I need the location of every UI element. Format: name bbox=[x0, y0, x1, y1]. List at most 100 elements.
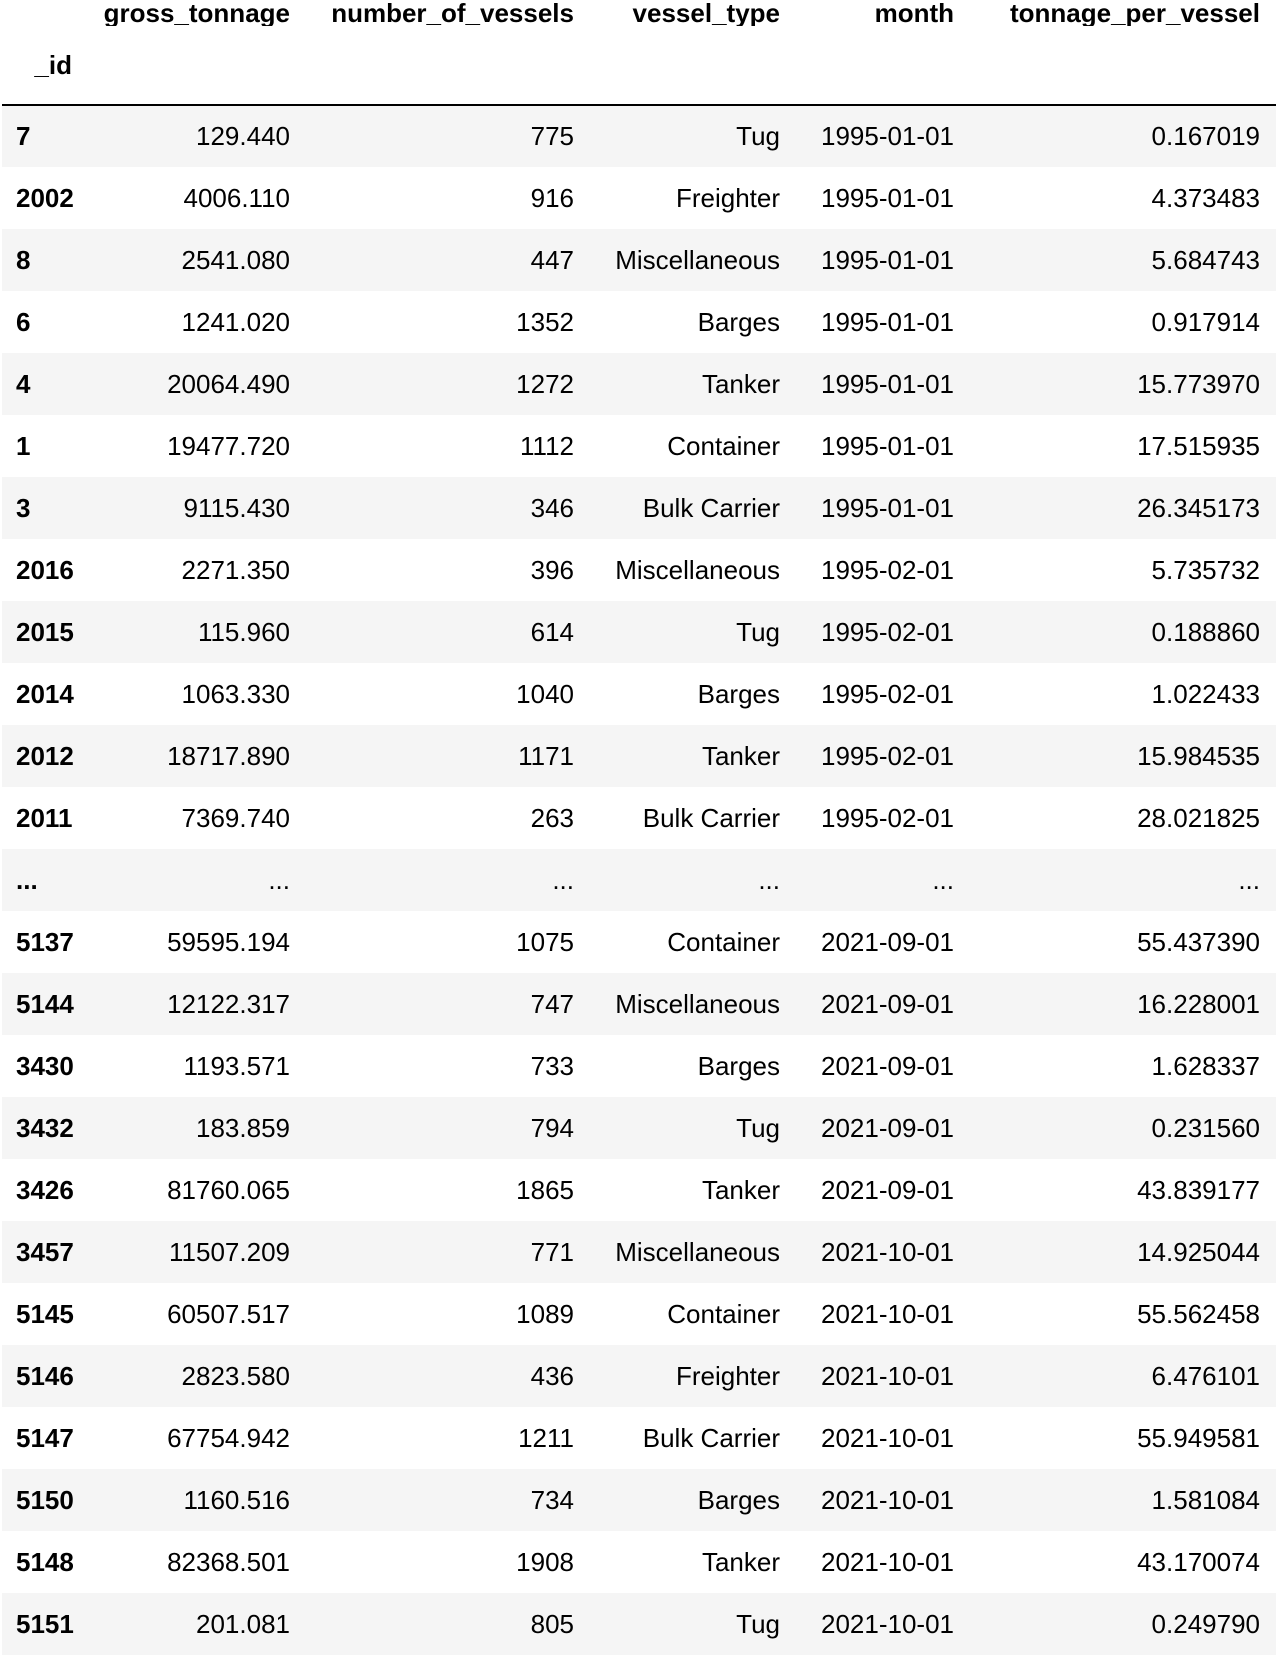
tonnage-per-vessel-cell: 28.021825 bbox=[1137, 802, 1260, 833]
number-of-vessels-cell: 614 bbox=[530, 616, 574, 647]
vessel-type-cell: Tug bbox=[736, 616, 780, 647]
vessel-type-cell: Tug bbox=[736, 1112, 780, 1143]
tonnage-per-vessel-cell: 26.345173 bbox=[1137, 492, 1260, 523]
row-index-cell: 5144 bbox=[16, 988, 74, 1019]
row-index-cell: ... bbox=[16, 864, 38, 895]
month-cell: 1995-02-01 bbox=[821, 802, 954, 833]
gross-tonnage-cell: 12122.317 bbox=[167, 988, 290, 1019]
row-index-cell: 1 bbox=[16, 430, 31, 461]
month-cell: 1995-01-01 bbox=[821, 492, 954, 523]
tonnage-per-vessel-cell: 4.373483 bbox=[1151, 182, 1260, 213]
vessel-type-cell: Tanker bbox=[701, 740, 780, 771]
gross-tonnage-cell: 19477.720 bbox=[167, 430, 290, 461]
table-row: 3426 81760.065 1865 Tanker 2021-09-01 43.8391… bbox=[2, 1159, 1276, 1221]
vessel-type-cell: Miscellaneous bbox=[615, 554, 780, 585]
vessel-type-cell: Container bbox=[667, 1298, 780, 1329]
number-of-vessels-cell: 396 bbox=[530, 554, 574, 585]
number-of-vessels-cell: ... bbox=[552, 864, 574, 895]
number-of-vessels-cell: 771 bbox=[530, 1236, 574, 1267]
gross-tonnage-cell: 81760.065 bbox=[167, 1174, 290, 1205]
index-name-row: _id bbox=[2, 26, 1276, 106]
gross-tonnage-cell: 129.440 bbox=[196, 121, 290, 151]
tonnage-per-vessel-cell: 0.917914 bbox=[1151, 306, 1260, 337]
column-header-gross-tonnage: gross_tonnage bbox=[103, 0, 290, 26]
month-cell: 1995-02-01 bbox=[821, 616, 954, 647]
month-cell: 2021-10-01 bbox=[821, 1608, 954, 1639]
row-index-cell: 8 bbox=[16, 244, 31, 275]
tonnage-per-vessel-cell: 55.949581 bbox=[1137, 1422, 1260, 1453]
number-of-vessels-cell: 734 bbox=[530, 1484, 574, 1515]
number-of-vessels-cell: 436 bbox=[530, 1360, 574, 1391]
row-index-cell: 5148 bbox=[16, 1546, 74, 1577]
number-of-vessels-cell: 1352 bbox=[516, 306, 574, 337]
vessel-type-cell: Bulk Carrier bbox=[642, 1422, 780, 1453]
table-row: 2011 7369.740 263 Bulk Carrier 1995-02-01 28.… bbox=[2, 787, 1276, 849]
table-row: 5151 201.081 805 Tug 2021-10-01 0.249790 bbox=[2, 1593, 1276, 1655]
table-row: 1 19477.720 1112 Container 1995-01-01 17.5159… bbox=[2, 415, 1276, 477]
month-cell: 2021-10-01 bbox=[821, 1546, 954, 1577]
gross-tonnage-cell: 2271.350 bbox=[181, 554, 290, 585]
tonnage-per-vessel-cell: 15.773970 bbox=[1137, 368, 1260, 399]
gross-tonnage-cell: 1160.516 bbox=[183, 1484, 290, 1515]
index-header-spacer bbox=[2, 0, 88, 26]
gross-tonnage-cell: 9115.430 bbox=[183, 492, 290, 523]
column-header-vessel-type: vessel_type bbox=[632, 0, 780, 26]
month-cell: 2021-09-01 bbox=[821, 1050, 954, 1081]
table-row: 3432 183.859 794 Tug 2021-09-01 0.231560 bbox=[2, 1097, 1276, 1159]
table-row: 8 2541.080 447 Miscellaneous 1995-01-01 5.684… bbox=[2, 229, 1276, 291]
vessel-type-cell: Miscellaneous bbox=[615, 244, 780, 275]
number-of-vessels-cell: 346 bbox=[530, 492, 574, 523]
number-of-vessels-cell: 1112 bbox=[520, 430, 574, 461]
table-header: gross_tonnage number_of_vessels vessel_t… bbox=[2, 0, 1276, 106]
row-index-cell: 6 bbox=[16, 306, 31, 337]
truncation-row: .................. bbox=[2, 849, 1276, 911]
vessel-type-cell: Barges bbox=[697, 306, 780, 337]
column-header-tonnage-per-vessel: tonnage_per_vessel bbox=[1009, 0, 1260, 26]
table-row: 7 129.440 775 Tug 1995-01-01 0.167019 bbox=[2, 105, 1276, 167]
gross-tonnage-cell: 20064.490 bbox=[167, 368, 290, 399]
gross-tonnage-cell: 1241.020 bbox=[181, 306, 290, 337]
vessel-type-cell: Miscellaneous bbox=[615, 988, 780, 1019]
table-row: 2015 115.960 614 Tug 1995-02-01 0.188860 bbox=[2, 601, 1276, 663]
gross-tonnage-cell: 7369.740 bbox=[181, 802, 290, 833]
row-index-cell: 2016 bbox=[16, 554, 74, 585]
gross-tonnage-cell: 59595.194 bbox=[167, 926, 290, 957]
table-row: 5148 82368.501 1908 Tanker 2021-10-01 43.1700… bbox=[2, 1531, 1276, 1593]
month-cell: 2021-10-01 bbox=[821, 1422, 954, 1453]
row-index-cell: 3 bbox=[16, 492, 31, 523]
row-index-cell: 2011 bbox=[16, 802, 73, 833]
month-cell: 2021-10-01 bbox=[821, 1484, 954, 1515]
row-index-cell: 5137 bbox=[16, 926, 74, 957]
gross-tonnage-cell: 1193.571 bbox=[183, 1050, 290, 1081]
tonnage-per-vessel-cell: 5.735732 bbox=[1151, 554, 1260, 585]
number-of-vessels-cell: 1075 bbox=[516, 926, 574, 957]
row-index-cell: 5147 bbox=[16, 1422, 74, 1453]
table-row: 4 20064.490 1272 Tanker 1995-01-01 15.773970 bbox=[2, 353, 1276, 415]
number-of-vessels-cell: 447 bbox=[530, 244, 574, 275]
row-index-cell: 2014 bbox=[16, 678, 74, 709]
table-row: 2002 4006.110 916 Freighter 1995-01-01 4.3734… bbox=[2, 167, 1276, 229]
tonnage-per-vessel-cell: 43.839177 bbox=[1137, 1174, 1260, 1205]
table-row: 5150 1160.516 734 Barges 2021-10-01 1.581084 bbox=[2, 1469, 1276, 1531]
vessel-type-cell: Miscellaneous bbox=[615, 1236, 780, 1267]
month-cell: 2021-10-01 bbox=[821, 1236, 954, 1267]
number-of-vessels-cell: 1865 bbox=[516, 1174, 574, 1205]
table-row: 5146 2823.580 436 Freighter 2021-10-01 6.4761… bbox=[2, 1345, 1276, 1407]
vessel-type-cell: Barges bbox=[697, 678, 780, 709]
vessel-type-cell: Freighter bbox=[675, 1360, 780, 1391]
number-of-vessels-cell: 747 bbox=[530, 988, 574, 1019]
number-of-vessels-cell: 1908 bbox=[516, 1546, 574, 1577]
row-index-cell: 2002 bbox=[16, 182, 74, 213]
month-cell: 1995-01-01 bbox=[821, 306, 954, 337]
table-row: 5145 60507.517 1089 Container 2021-10-01 55.5… bbox=[2, 1283, 1276, 1345]
month-cell: 2021-09-01 bbox=[821, 1112, 954, 1143]
tonnage-per-vessel-cell: 1.581084 bbox=[1151, 1484, 1260, 1515]
table-row: 3430 1193.571 733 Barges 2021-09-01 1.628337 bbox=[2, 1035, 1276, 1097]
table-row: 5147 67754.942 1211 Bulk Carrier 2021-10-01 5… bbox=[2, 1407, 1276, 1469]
tonnage-per-vessel-cell: 43.170074 bbox=[1137, 1546, 1260, 1577]
vessel-type-cell: Freighter bbox=[675, 182, 780, 213]
gross-tonnage-cell: 11507.209 bbox=[169, 1236, 290, 1267]
tonnage-per-vessel-cell: 55.562458 bbox=[1137, 1298, 1260, 1329]
row-index-cell: 5151 bbox=[16, 1608, 74, 1639]
table-row: 2016 2271.350 396 Miscellaneous 1995-02-01 5.… bbox=[2, 539, 1276, 601]
